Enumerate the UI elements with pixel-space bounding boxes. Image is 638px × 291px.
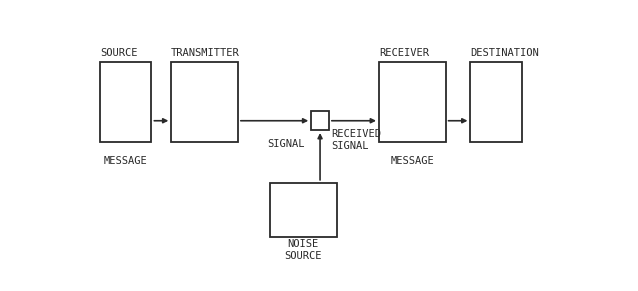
Text: RECEIVED
SIGNAL: RECEIVED SIGNAL xyxy=(331,129,381,151)
Text: MESSAGE: MESSAGE xyxy=(390,156,434,166)
Text: MESSAGE: MESSAGE xyxy=(103,156,147,166)
Bar xyxy=(311,111,329,130)
Bar xyxy=(270,183,337,237)
Bar xyxy=(470,62,523,143)
Bar xyxy=(171,62,238,143)
Text: RECEIVER: RECEIVER xyxy=(379,48,429,58)
Bar xyxy=(100,62,151,143)
Text: TRANSMITTER: TRANSMITTER xyxy=(171,48,240,58)
Bar xyxy=(379,62,445,143)
Text: SIGNAL: SIGNAL xyxy=(267,139,305,149)
Text: SOURCE: SOURCE xyxy=(101,48,138,58)
Text: DESTINATION: DESTINATION xyxy=(470,48,539,58)
Text: NOISE
SOURCE: NOISE SOURCE xyxy=(285,239,322,261)
